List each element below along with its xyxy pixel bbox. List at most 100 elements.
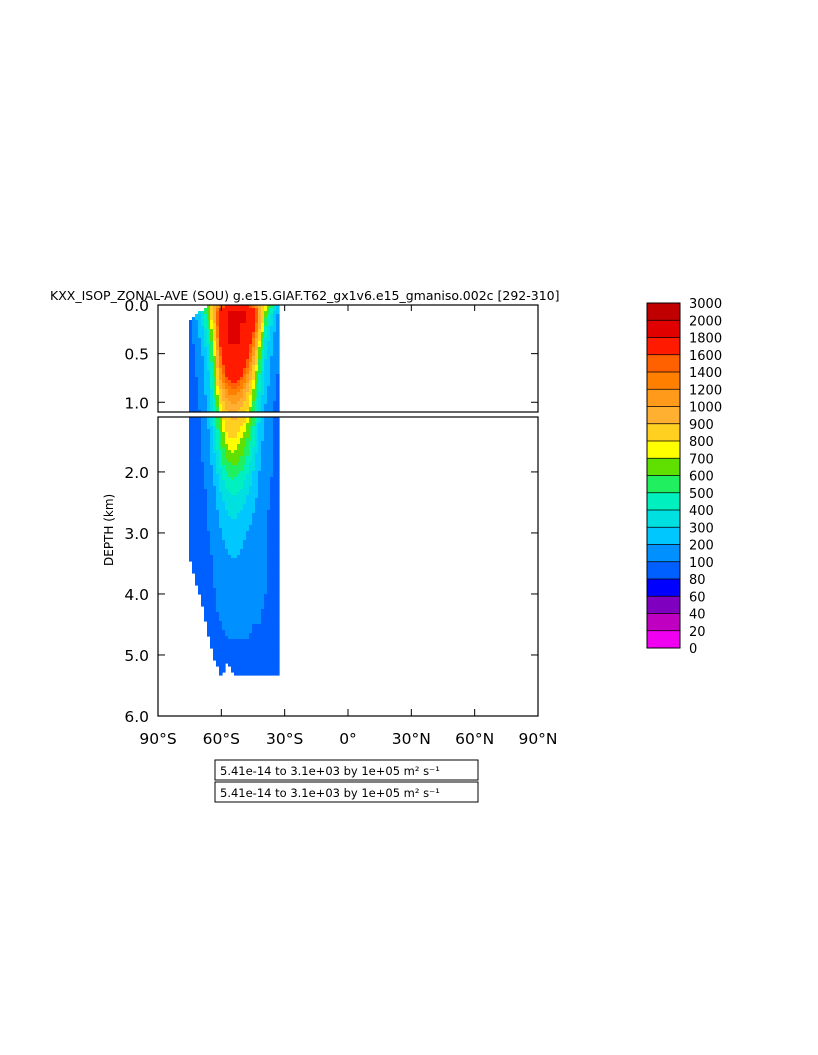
field-lower-cell: [225, 615, 229, 619]
field-lower-cell: [207, 531, 211, 535]
chart-title: KXX_ISOP_ZONAL-AVE (SOU) g.e15.GIAF.T62_…: [50, 288, 560, 303]
field-lower-cell: [249, 660, 253, 664]
field-lower-cell: [264, 453, 268, 457]
field-lower-cell: [264, 423, 268, 427]
colorbar-swatch: [647, 527, 680, 545]
field-lower-cell: [240, 597, 244, 601]
field-upper-cell: [228, 368, 232, 372]
field-lower-cell: [243, 432, 247, 436]
field-lower-cell: [273, 483, 277, 487]
field-lower-cell: [240, 459, 244, 463]
field-lower-cell: [258, 420, 262, 424]
field-lower-cell: [240, 501, 244, 505]
field-lower-cell: [237, 537, 241, 541]
field-lower-cell: [219, 597, 223, 601]
field-lower-cell: [207, 621, 211, 625]
field-lower-cell: [243, 579, 247, 583]
colorbar-label: 2000: [689, 314, 722, 329]
field-lower-cell: [243, 597, 247, 601]
field-upper-cell: [261, 383, 265, 387]
field-lower-cell: [195, 462, 199, 466]
field-lower-cell: [195, 522, 199, 526]
field-upper-cell: [261, 335, 265, 339]
field-lower-cell: [210, 477, 214, 481]
field-lower-cell: [249, 441, 253, 445]
field-lower-cell: [273, 492, 277, 496]
field-lower-cell: [261, 444, 265, 448]
field-upper-cell: [234, 368, 238, 372]
field-lower-cell: [192, 507, 196, 511]
field-lower-cell: [243, 495, 247, 499]
field-lower-cell: [258, 624, 262, 628]
field-lower-cell: [276, 516, 280, 520]
field-upper-cell: [237, 335, 241, 339]
field-upper-cell: [204, 335, 208, 339]
field-lower-cell: [237, 456, 241, 460]
field-lower-cell: [198, 528, 202, 532]
field-lower-cell: [258, 489, 262, 493]
field-upper-cell: [252, 371, 256, 375]
field-upper-cell: [207, 386, 211, 390]
field-lower-cell: [231, 543, 235, 547]
field-lower-cell: [216, 429, 220, 433]
field-lower-cell: [219, 480, 223, 484]
field-upper-cell: [201, 365, 205, 369]
field-lower-cell: [261, 585, 265, 589]
field-lower-cell: [207, 546, 211, 550]
field-upper-cell: [270, 341, 274, 345]
field-lower-cell: [270, 582, 274, 586]
field-lower-cell: [222, 642, 226, 646]
field-lower-cell: [270, 465, 274, 469]
field-upper-cell: [273, 395, 277, 399]
field-lower-cell: [216, 522, 220, 526]
field-lower-cell: [234, 654, 238, 658]
field-lower-cell: [219, 432, 223, 436]
field-upper-cell: [198, 341, 202, 345]
field-lower-cell: [264, 438, 268, 442]
field-lower-cell: [243, 666, 247, 670]
field-lower-cell: [234, 426, 238, 430]
field-lower-cell: [213, 429, 217, 433]
field-lower-cell: [264, 501, 268, 505]
field-lower-cell: [243, 519, 247, 523]
field-lower-cell: [198, 462, 202, 466]
field-upper-cell: [204, 353, 208, 357]
field-lower-cell: [267, 576, 271, 580]
field-upper-cell: [240, 401, 244, 405]
field-lower-cell: [270, 519, 274, 523]
field-lower-cell: [252, 534, 256, 538]
field-lower-cell: [237, 483, 241, 487]
field-lower-cell: [222, 501, 226, 505]
field-lower-cell: [237, 603, 241, 607]
field-lower-cell: [252, 537, 256, 541]
field-lower-cell: [237, 540, 241, 544]
field-upper-cell: [228, 389, 232, 393]
field-lower-cell: [264, 426, 268, 430]
field-lower-cell: [270, 609, 274, 613]
field-lower-cell: [219, 594, 223, 598]
field-upper-cell: [234, 323, 238, 327]
field-upper-cell: [261, 371, 265, 375]
field-upper-cell: [243, 368, 247, 372]
field-lower-cell: [270, 624, 274, 628]
field-lower-cell: [240, 651, 244, 655]
field-lower-cell: [240, 522, 244, 526]
field-lower-cell: [237, 570, 241, 574]
field-upper-cell: [219, 326, 223, 330]
field-lower-cell: [228, 489, 232, 493]
field-lower-cell: [264, 579, 268, 583]
field-lower-cell: [249, 501, 253, 505]
field-lower-cell: [222, 510, 226, 514]
field-lower-cell: [267, 531, 271, 535]
field-lower-cell: [210, 498, 214, 502]
field-lower-cell: [267, 444, 271, 448]
field-lower-cell: [234, 615, 238, 619]
field-upper-cell: [252, 341, 256, 345]
field-lower-cell: [219, 648, 223, 652]
field-upper-cell: [225, 383, 229, 387]
field-lower-cell: [255, 600, 259, 604]
field-lower-cell: [255, 432, 259, 436]
field-lower-cell: [267, 504, 271, 508]
field-lower-cell: [237, 672, 241, 676]
field-lower-cell: [243, 471, 247, 475]
